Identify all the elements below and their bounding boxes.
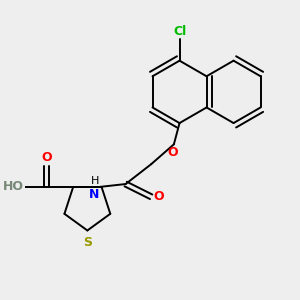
- Text: N: N: [89, 188, 100, 201]
- Text: Cl: Cl: [173, 25, 186, 38]
- Text: O: O: [41, 151, 52, 164]
- Text: O: O: [167, 146, 178, 159]
- Text: S: S: [83, 236, 92, 249]
- Text: HO: HO: [3, 180, 24, 194]
- Text: O: O: [153, 190, 164, 203]
- Text: H: H: [91, 176, 100, 186]
